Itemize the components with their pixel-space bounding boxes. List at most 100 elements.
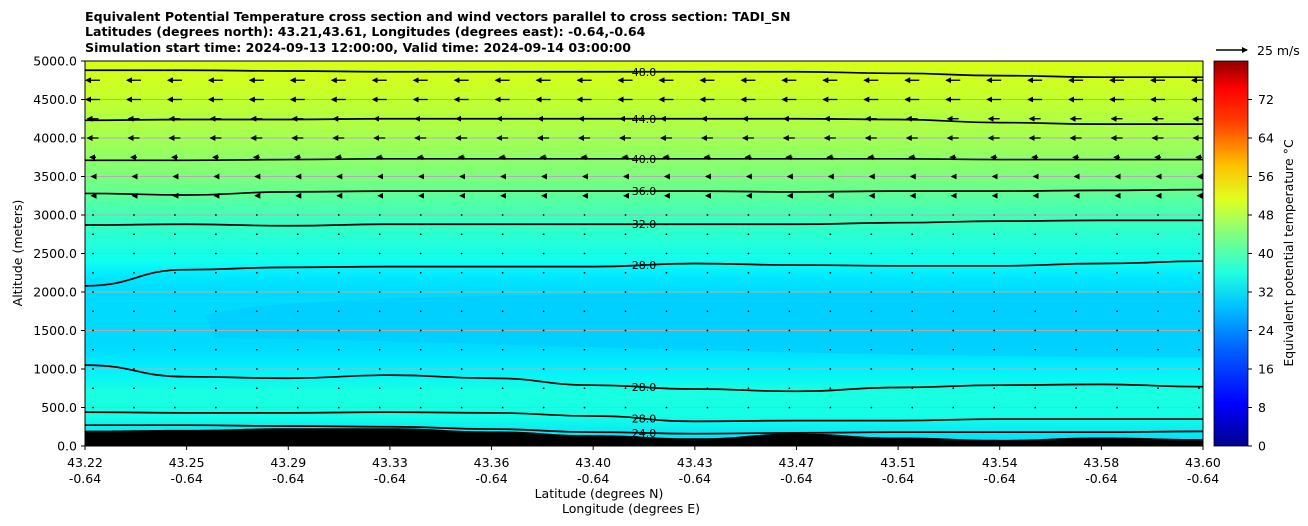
wind-key: 25 m/s (1216, 43, 1300, 58)
wind-vector-dot (133, 252, 135, 255)
wind-vector-dot (829, 329, 832, 332)
wind-vector-dot (174, 406, 176, 409)
wind-vector-dot (1075, 252, 1078, 255)
x-tick-label-lon: -0.64 (882, 471, 914, 486)
terrain-layer (85, 428, 1203, 446)
wind-vector-dot (255, 310, 258, 313)
wind-vector-dot (1034, 387, 1037, 390)
wind-vector-dot (501, 348, 504, 351)
wind-vector-dot (1034, 214, 1037, 216)
wind-vector-dot (92, 368, 94, 370)
wind-vector-dot (378, 310, 381, 313)
contour-line (85, 188, 1203, 196)
contour-label: 28.0 (632, 413, 657, 426)
wind-vector-dot (1157, 387, 1159, 390)
wind-vector-dot (1157, 291, 1159, 293)
wind-vector-dot (1075, 387, 1078, 390)
wind-vector-dot (296, 329, 299, 332)
wind-vector-dot (501, 368, 504, 370)
x-tick-label-lat: 43.36 (474, 455, 510, 470)
wind-vector-dot (296, 310, 299, 313)
wind-vector-dot (747, 252, 750, 255)
wind-vector-dot (460, 214, 463, 216)
wind-vector-dot (1116, 310, 1118, 313)
wind-vector-dot (870, 252, 873, 255)
wind-vector-dot (583, 291, 586, 293)
y-tick-label: 4500.0 (33, 92, 77, 107)
wind-vector-dot (1157, 252, 1159, 255)
wind-vector-dot (460, 348, 463, 351)
wind-vector-dot (92, 387, 94, 390)
fill-layer (205, 292, 1203, 358)
wind-vector-dot (952, 406, 955, 409)
wind-vector-dot (542, 291, 545, 293)
wind-vector-dot (296, 214, 299, 216)
wind-vector-dot (1198, 310, 1200, 313)
wind-vector-dot (1116, 348, 1118, 351)
wind-vector-dot (870, 214, 873, 216)
wind-vector-dot (747, 233, 750, 236)
wind-vector-dot (829, 252, 832, 255)
colorbar-tick-label: 24 (1258, 323, 1274, 338)
wind-vector-dot (337, 406, 340, 409)
wind-vector-dot (460, 387, 463, 390)
wind-vector-dot (296, 291, 299, 293)
wind-vector-dot (665, 310, 668, 313)
wind-vector-dot (665, 252, 668, 255)
wind-vector-dot (829, 368, 832, 370)
wind-vector-dot (624, 368, 627, 370)
wind-vector-dot (214, 406, 217, 409)
wind-vector-dot (460, 233, 463, 236)
wind-vector-dot (583, 348, 586, 351)
wind-vector-dot (829, 233, 832, 236)
wind-vector-dot (133, 214, 135, 216)
wind-vector-dot (542, 310, 545, 313)
wind-vector-dot (870, 291, 873, 293)
wind-vector-dot (993, 329, 996, 332)
wind-vector-dot (1116, 214, 1118, 216)
wind-vector-dot (174, 387, 176, 390)
wind-vector-dot (296, 252, 299, 255)
contour-label: 28.0 (632, 381, 657, 394)
wind-vector-dot (952, 329, 955, 332)
wind-vector-dot (1116, 387, 1118, 390)
wind-vector-dot (911, 310, 914, 313)
colorbar-label: Equivalent potential temperature °C (1281, 139, 1296, 367)
contour-label: 24.0 (632, 427, 657, 440)
wind-vector-dot (255, 233, 258, 236)
wind-vector-dot (501, 214, 504, 216)
wind-vector-dot (1198, 348, 1200, 351)
colorbar-ticks: 0 8 16 24 32 40 48 56 64 72 (1248, 92, 1274, 454)
wind-vector-dot (133, 291, 135, 293)
wind-vector-dot (665, 233, 668, 236)
chart-title-line-2: Latitudes (degrees north): 43.21,43.61, … (85, 24, 646, 39)
wind-vector-dot (911, 329, 914, 332)
x-tick-label-lat: 43.29 (270, 455, 306, 470)
wind-vector-dot (501, 387, 504, 390)
wind-vector-dot (911, 214, 914, 216)
wind-vector-dot (911, 291, 914, 293)
wind-vector-dot (337, 387, 340, 390)
wind-vector-dot (1034, 271, 1037, 274)
wind-vector-dot (583, 387, 586, 390)
wind-vector-dot (624, 329, 627, 332)
wind-vector-dot (214, 329, 217, 332)
terrain-fill (85, 428, 1203, 446)
wind-vector-dot (1198, 329, 1200, 332)
wind-vector-dot (460, 310, 463, 313)
wind-vector-dot (174, 291, 176, 293)
x-tick-label-lat: 43.60 (1185, 455, 1221, 470)
wind-vector-dot (460, 271, 463, 274)
chart-title-line-1: Equivalent Potential Temperature cross s… (85, 9, 791, 24)
wind-vector-dot (1116, 291, 1118, 293)
x-tick-label-lat: 43.54 (982, 455, 1018, 470)
wind-vector-dot (1075, 348, 1078, 351)
x-tick-label-lat: 43.25 (169, 455, 205, 470)
core-fill-band (205, 292, 1203, 358)
wind-vector-dot (1034, 252, 1037, 255)
wind-vector-dot (952, 368, 955, 370)
wind-vector-dot (214, 291, 217, 293)
x-tick-label-lat: 43.22 (67, 455, 103, 470)
wind-vector-dot (419, 368, 422, 370)
wind-vector-dot (624, 252, 627, 255)
